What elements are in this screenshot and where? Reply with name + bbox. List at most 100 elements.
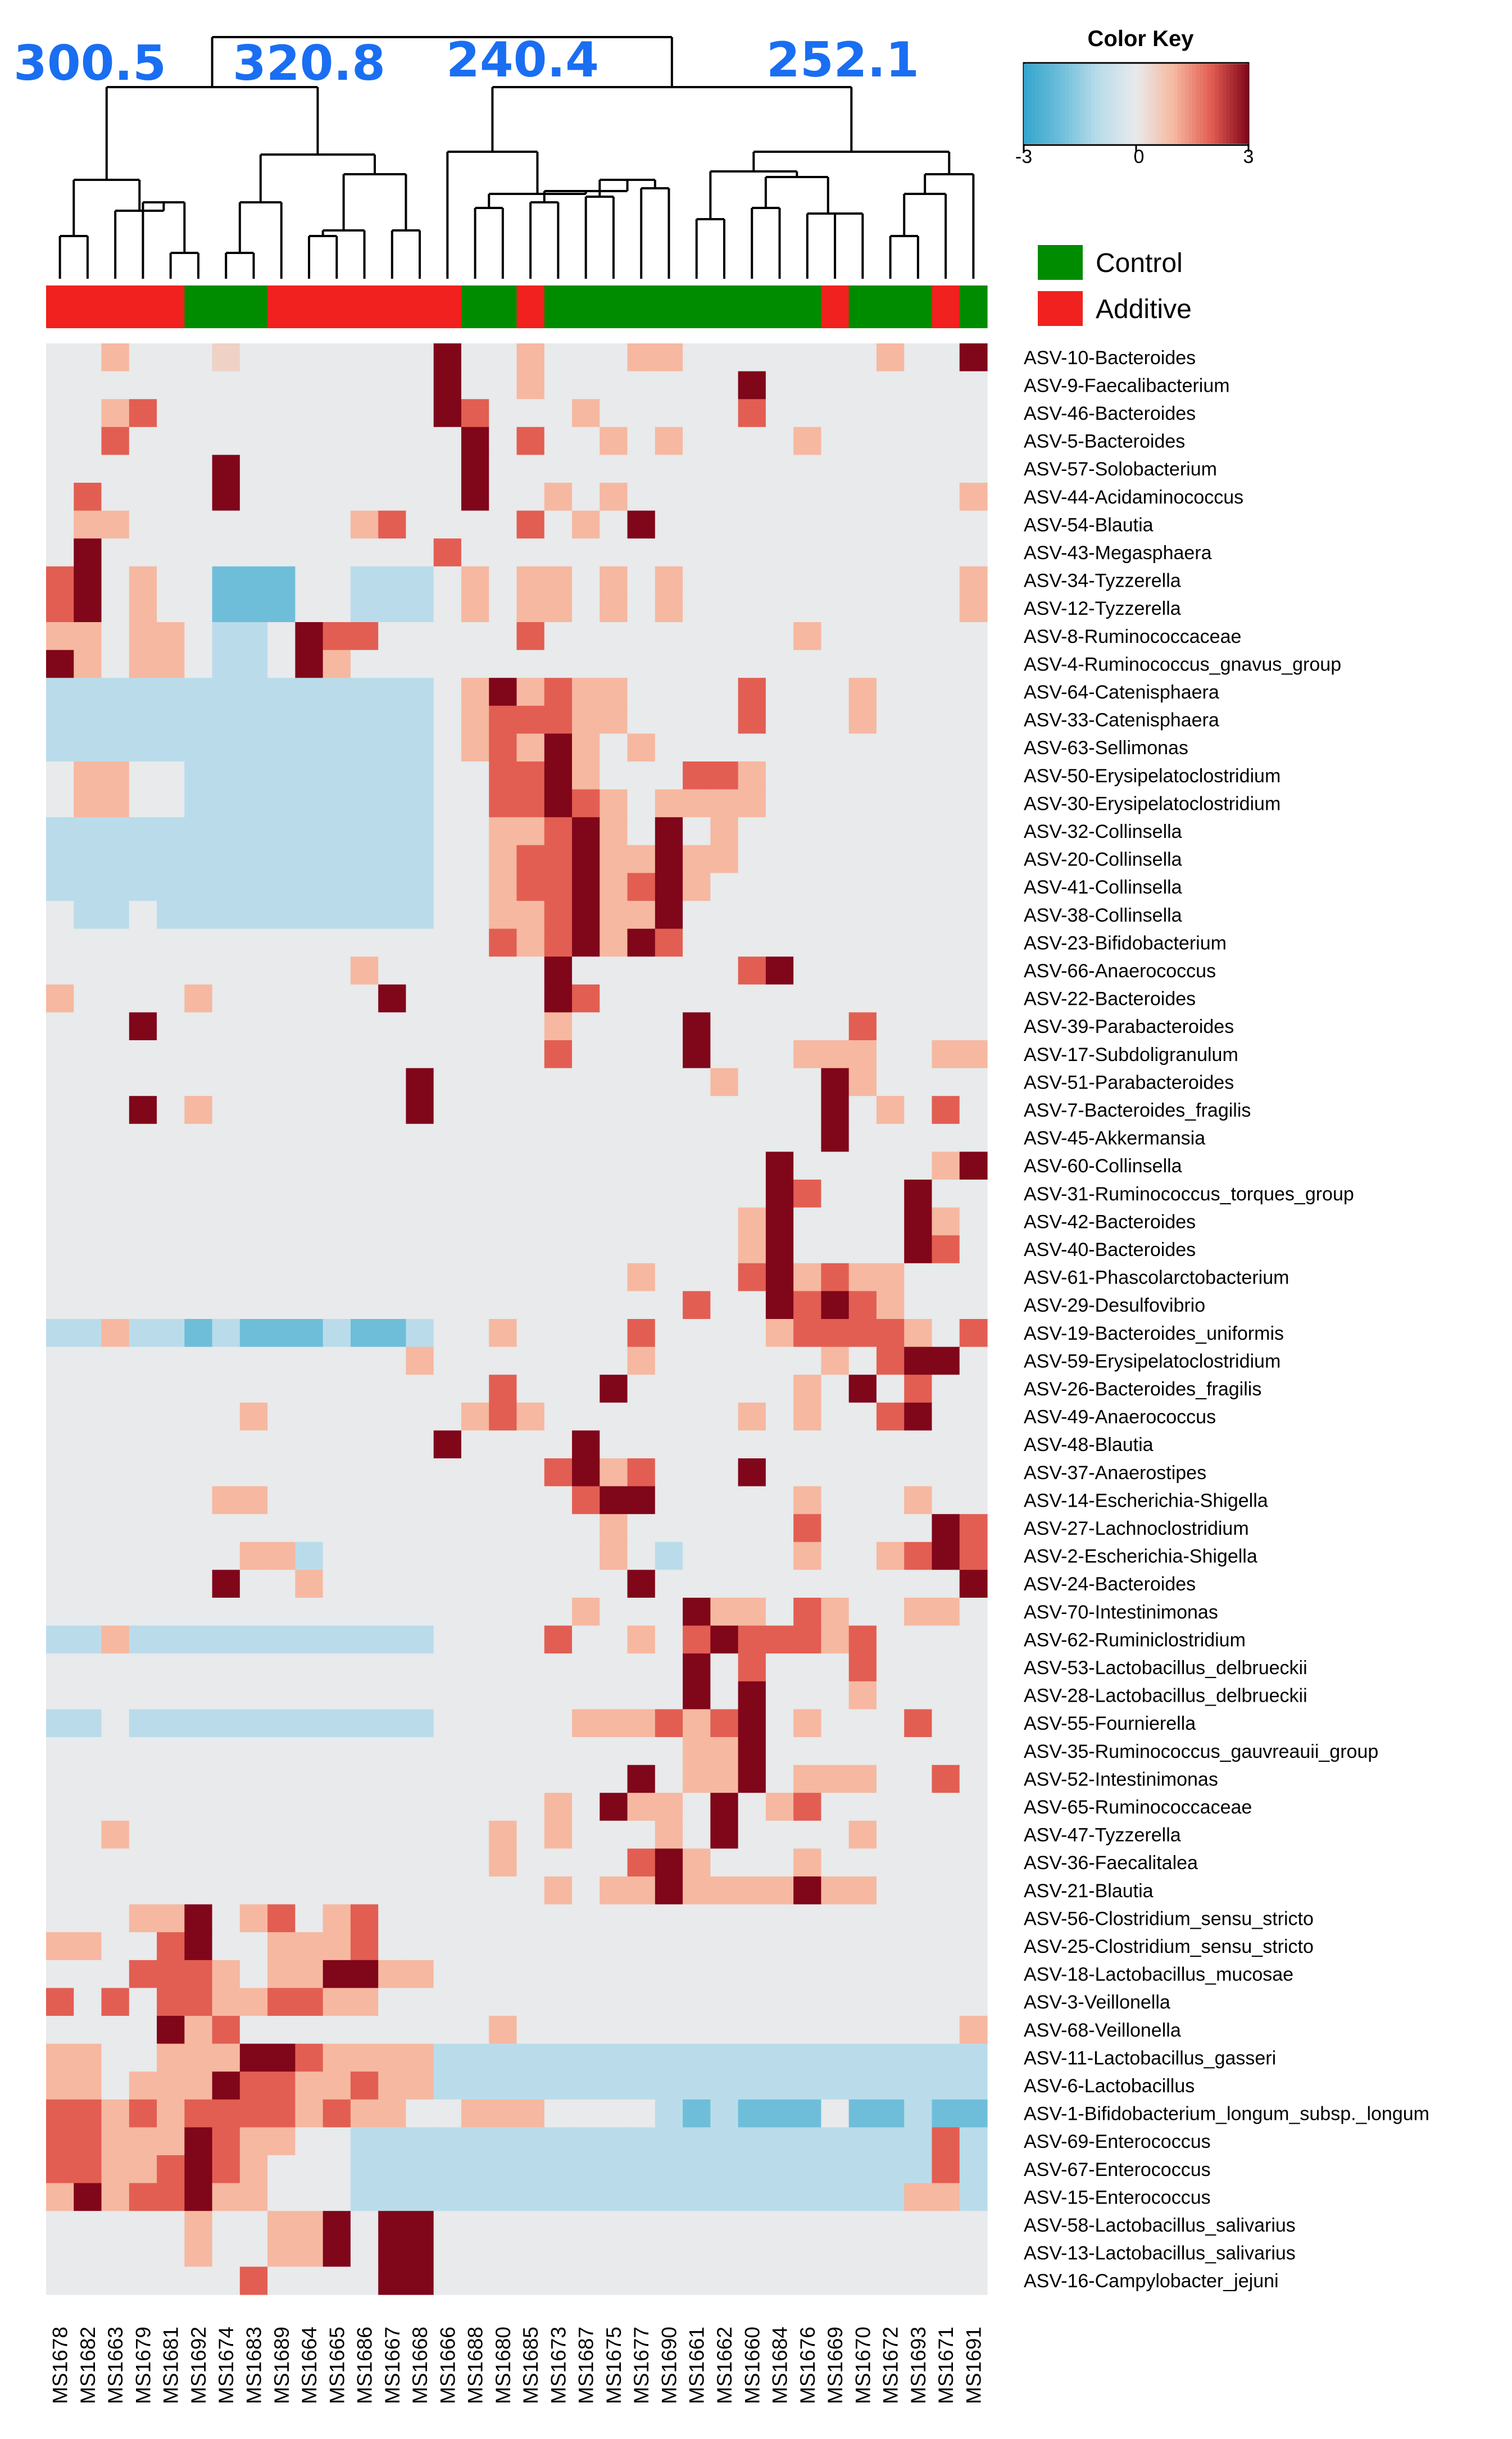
heatmap-cell (433, 1263, 462, 1291)
heatmap-cell (683, 2155, 711, 2184)
heatmap-cell (406, 455, 434, 483)
heatmap-cell (765, 622, 794, 651)
heatmap-cell (46, 1932, 74, 1961)
heatmap-cell (295, 984, 324, 1013)
heatmap-cell (129, 1820, 157, 1849)
heatmap-cell (46, 1402, 74, 1431)
heatmap-cell (683, 1542, 711, 1570)
heatmap-cell (433, 1068, 462, 1096)
heatmap-cell (101, 1932, 130, 1961)
heatmap-cell (738, 901, 766, 930)
heatmap-cell (821, 761, 850, 790)
heatmap-cell (710, 733, 739, 762)
heatmap-cell (959, 566, 988, 595)
heatmap-cell (433, 1319, 462, 1348)
heatmap-cell (101, 761, 130, 790)
heatmap-cell (959, 399, 988, 428)
heatmap-cell (350, 2043, 379, 2072)
heatmap-cell (489, 789, 517, 818)
heatmap-cell (157, 1040, 185, 1069)
heatmap-cell (101, 1291, 130, 1320)
heatmap-cell (821, 622, 850, 651)
heatmap-cell (572, 1291, 600, 1320)
heatmap-cell (683, 1876, 711, 1905)
heatmap-cell (572, 2099, 600, 2128)
heatmap-cell (876, 2155, 905, 2184)
heatmap-cell (184, 1012, 213, 1041)
heatmap-cell (350, 2099, 379, 2128)
heatmap-cell (821, 1681, 850, 1710)
heatmap-cell (267, 1514, 296, 1543)
heatmap-cell (378, 650, 407, 678)
heatmap-cell (793, 789, 822, 818)
heatmap-cell (157, 399, 185, 428)
heatmap-cell (433, 538, 462, 567)
heatmap-cell (932, 956, 960, 985)
group-bar-cell (129, 285, 157, 328)
heatmap-cell (765, 1263, 794, 1291)
column-label: MS1684 (769, 2327, 792, 2404)
heatmap-cell (765, 1709, 794, 1738)
heatmap-cell (378, 1793, 407, 1821)
heatmap-cell (821, 1291, 850, 1320)
heatmap-cell (738, 1347, 766, 1375)
heatmap-cell (46, 1319, 74, 1348)
heatmap-cell (295, 1570, 324, 1598)
heatmap-cell (157, 371, 185, 400)
heatmap-cell (323, 1932, 351, 1961)
color-key-band (1072, 64, 1077, 144)
heatmap-cell (544, 1263, 573, 1291)
heatmap-cell (323, 1180, 351, 1208)
heatmap-cell (544, 2127, 573, 2156)
heatmap-cell (129, 678, 157, 706)
heatmap-cell (295, 1152, 324, 1180)
heatmap-cell (461, 2183, 489, 2211)
heatmap-cell (212, 1458, 240, 1487)
heatmap-cell (683, 2266, 711, 2295)
heatmap-cell (765, 1152, 794, 1180)
heatmap-cell (848, 1625, 877, 1654)
group-bar-cell (406, 285, 434, 328)
heatmap-cell (627, 1486, 656, 1515)
heatmap-cell (765, 789, 794, 818)
heatmap-cell (821, 343, 850, 372)
heatmap-cell (74, 1681, 102, 1710)
heatmap-cell (516, 1458, 545, 1487)
row-label: ASV-67-Enterococcus (1024, 2159, 1211, 2180)
heatmap-cell (683, 1570, 711, 1598)
color-key-band (1128, 64, 1133, 144)
heatmap-cell (544, 622, 573, 651)
heatmap-cell (904, 1068, 933, 1096)
heatmap-cell (350, 845, 379, 873)
heatmap-cell (46, 1737, 74, 1766)
heatmap-cell (350, 343, 379, 372)
heatmap-cell (267, 1263, 296, 1291)
heatmap-cell (683, 2071, 711, 2100)
heatmap-cell (710, 455, 739, 483)
heatmap-cell (959, 705, 988, 734)
heatmap-cell (627, 1542, 656, 1570)
heatmap-cell (821, 817, 850, 846)
heatmap-cell (267, 678, 296, 706)
heatmap-cell (572, 1904, 600, 1933)
heatmap-cell (932, 343, 960, 372)
heatmap-cell (655, 1207, 683, 1236)
row-label: ASV-43-Megasphaera (1024, 542, 1212, 564)
heatmap-cell (600, 1291, 628, 1320)
heatmap-cell (74, 1514, 102, 1543)
legend-swatch-additive (1038, 291, 1083, 326)
heatmap-cell (350, 2238, 379, 2267)
heatmap-cell (516, 1207, 545, 1236)
heatmap-cell (600, 1681, 628, 1710)
heatmap-cell (184, 1681, 213, 1710)
heatmap-cell (821, 733, 850, 762)
heatmap-cell (627, 1291, 656, 1320)
heatmap-cell (157, 538, 185, 567)
heatmap-cell (489, 845, 517, 873)
heatmap-cell (101, 622, 130, 651)
heatmap-cell (793, 1960, 822, 1988)
heatmap-cell (101, 1960, 130, 1988)
heatmap-cell (904, 984, 933, 1013)
heatmap-cell (406, 1123, 434, 1152)
heatmap-cell (710, 1319, 739, 1348)
